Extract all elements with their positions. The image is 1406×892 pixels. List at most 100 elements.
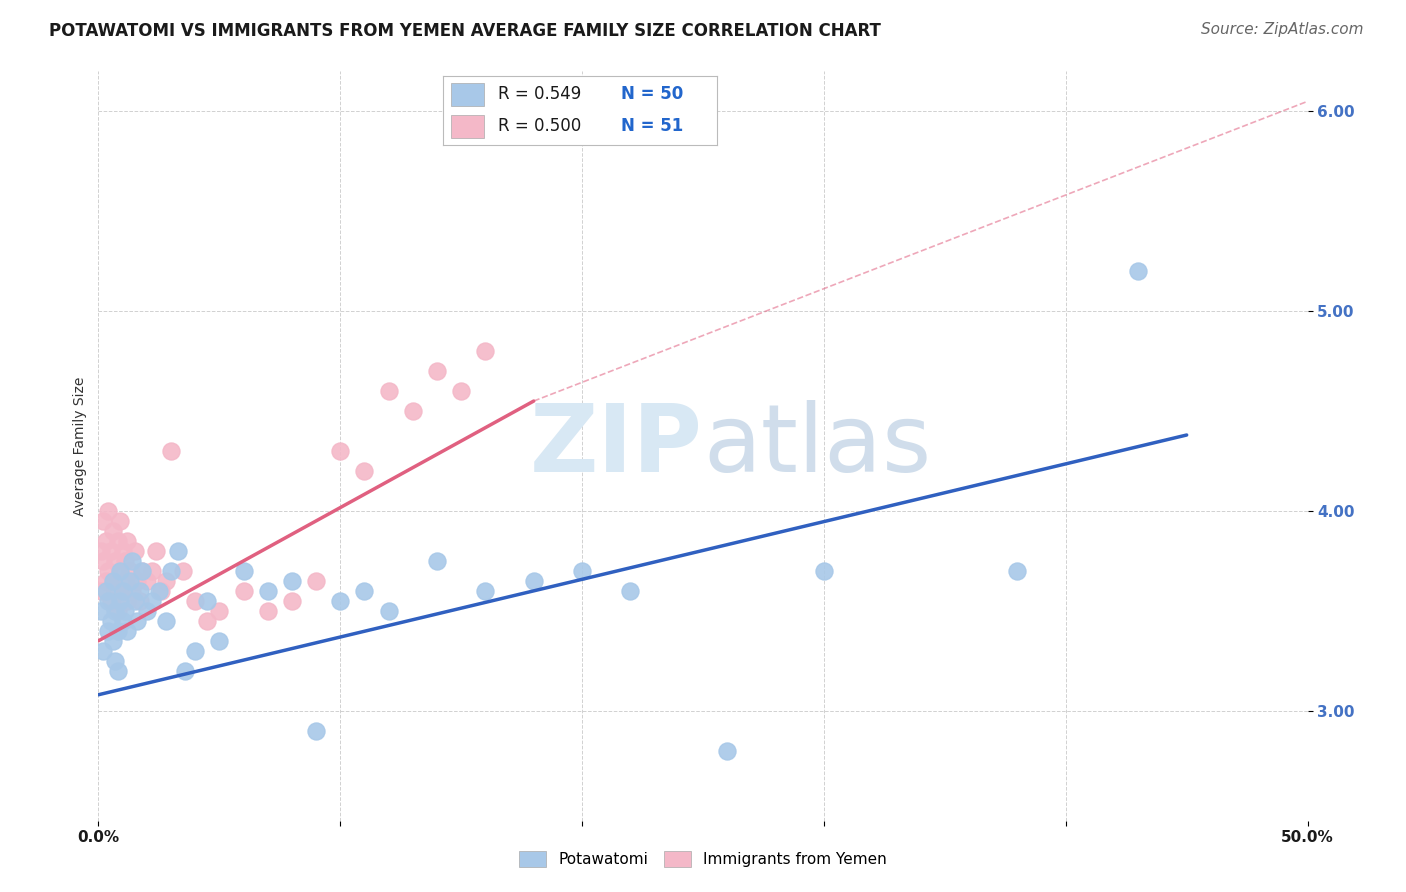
Point [91, 514, 114, 528]
Text: Source: ZipAtlas.com: Source: ZipAtlas.com [1201, 22, 1364, 37]
Point [160, 564, 183, 578]
Point [281, 594, 304, 608]
Point [167, 544, 190, 558]
Point [124, 594, 146, 608]
Point [145, 544, 167, 558]
Point [118, 564, 141, 578]
Point [174, 664, 197, 678]
Point [117, 594, 139, 608]
Point [101, 574, 124, 588]
Point [111, 614, 134, 628]
Text: N = 50: N = 50 [621, 85, 683, 103]
Point [474, 583, 496, 598]
Point [813, 564, 835, 578]
Point [111, 544, 134, 558]
Point [131, 564, 153, 578]
Point [619, 583, 641, 598]
Point [114, 554, 136, 568]
Point [128, 583, 150, 598]
Bar [451, 83, 484, 106]
Point [195, 614, 218, 628]
Point [121, 554, 143, 568]
Point [91, 644, 114, 658]
Point [450, 384, 472, 398]
Point [90, 583, 112, 598]
Point [97, 594, 120, 608]
Point [108, 564, 131, 578]
Point [377, 384, 399, 398]
Point [111, 583, 134, 598]
Y-axis label: Average Family Size: Average Family Size [73, 376, 87, 516]
Point [117, 624, 139, 638]
Point [172, 564, 194, 578]
Point [232, 583, 254, 598]
Point [107, 533, 129, 548]
Point [1007, 564, 1029, 578]
Point [474, 344, 496, 359]
Point [111, 583, 134, 598]
Point [104, 554, 127, 568]
Point [114, 574, 136, 588]
Point [121, 583, 143, 598]
Legend: Potawatomi, Immigrants from Yemen: Potawatomi, Immigrants from Yemen [513, 845, 893, 873]
Point [94, 583, 117, 598]
Point [104, 604, 127, 618]
Point [97, 564, 120, 578]
Point [329, 444, 352, 458]
Point [135, 604, 157, 618]
Point [523, 574, 546, 588]
Point [329, 594, 352, 608]
Point [107, 664, 129, 678]
Point [127, 574, 149, 588]
Point [184, 594, 207, 608]
Point [426, 364, 449, 378]
Point [256, 604, 278, 618]
Text: R = 0.500: R = 0.500 [498, 117, 581, 135]
Point [100, 614, 122, 628]
Point [402, 404, 425, 418]
Point [150, 583, 173, 598]
Point [107, 604, 129, 618]
Point [117, 533, 139, 548]
Point [118, 574, 141, 588]
Point [107, 624, 129, 638]
Point [135, 574, 157, 588]
Point [101, 524, 124, 538]
Text: POTAWATOMI VS IMMIGRANTS FROM YEMEN AVERAGE FAMILY SIZE CORRELATION CHART: POTAWATOMI VS IMMIGRANTS FROM YEMEN AVER… [49, 22, 882, 40]
Point [281, 574, 304, 588]
Point [131, 564, 153, 578]
Point [97, 504, 120, 518]
Point [100, 544, 122, 558]
Text: ZIP: ZIP [530, 400, 703, 492]
Text: R = 0.549: R = 0.549 [498, 85, 581, 103]
Point [377, 604, 399, 618]
Point [104, 583, 127, 598]
Point [114, 604, 136, 618]
Bar [451, 115, 484, 138]
Point [101, 633, 124, 648]
Point [232, 564, 254, 578]
Point [426, 554, 449, 568]
Point [108, 594, 131, 608]
Point [124, 544, 146, 558]
Point [155, 574, 177, 588]
Point [1128, 264, 1150, 278]
Point [100, 594, 122, 608]
Point [256, 583, 278, 598]
Point [208, 633, 231, 648]
Point [353, 464, 375, 478]
Point [90, 604, 112, 618]
Point [94, 574, 117, 588]
Point [141, 564, 163, 578]
Point [94, 533, 117, 548]
Point [195, 594, 218, 608]
Point [160, 444, 183, 458]
Point [148, 583, 170, 598]
Point [571, 564, 593, 578]
Text: N = 51: N = 51 [621, 117, 683, 135]
Point [101, 574, 124, 588]
Point [305, 574, 328, 588]
Point [91, 554, 114, 568]
Point [127, 614, 149, 628]
Point [141, 594, 163, 608]
